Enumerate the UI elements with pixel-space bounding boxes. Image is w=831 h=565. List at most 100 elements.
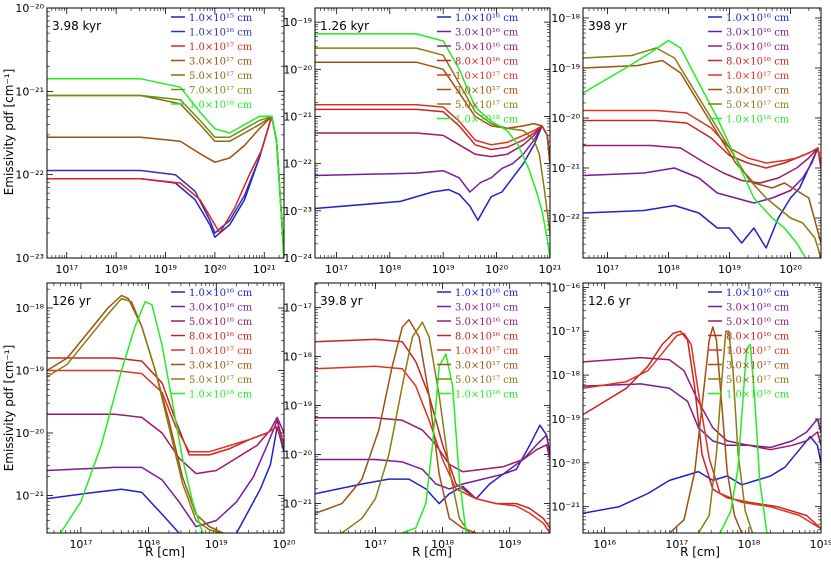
- y-tick-label: 10⁻²³: [15, 252, 44, 265]
- legend: 1.0×10¹⁶ cm 3.0×10¹⁶ cm 5.0×10¹⁶ cm 8.0×10¹…: [171, 288, 253, 401]
- y-tick-label: 10⁻²⁰: [551, 457, 580, 470]
- y-tick-label: 10⁻¹⁹: [551, 62, 580, 75]
- legend-label: 8.0×10¹⁶ cm: [189, 332, 253, 343]
- x-tick-label: 10¹⁷: [364, 538, 387, 551]
- x-tick-label: 10¹⁹: [810, 538, 831, 551]
- series-line-7: [341, 321, 471, 533]
- panel-title: 39.8 yr: [320, 294, 363, 308]
- x-axis-label-3: R [cm]: [680, 545, 720, 559]
- legend-label: 3.0×10¹⁷ cm: [455, 361, 519, 372]
- series-line-5: [583, 332, 821, 530]
- legend-label: 3.0×10¹⁶ cm: [455, 28, 519, 39]
- y-tick-label: 10⁻¹⁸: [15, 302, 44, 315]
- x-axis-label-2: R [cm]: [412, 545, 452, 559]
- y-tick-label: 10⁻²⁴: [283, 252, 312, 265]
- legend-label: 3.0×10¹⁷ cm: [455, 86, 519, 97]
- legend-label: 8.0×10¹⁶ cm: [455, 57, 519, 68]
- legend-label: 3.0×10¹⁷ cm: [726, 86, 790, 97]
- series-group: [47, 78, 284, 258]
- legend-label: 1.0×10¹⁸ cm: [455, 115, 519, 126]
- series-line-6: [315, 61, 550, 164]
- series-line-8: [315, 33, 550, 258]
- y-tick-label: 10⁻¹⁸: [551, 369, 580, 382]
- chart-panel-5: 10¹⁷ 10¹⁸ 10¹⁹ 10⁻²¹ 10⁻²⁰ 10⁻¹⁹ 10⁻¹⁸ 10⁻¹⁷ 39.…: [283, 282, 551, 551]
- x-axis-label-1: R [cm]: [145, 545, 185, 559]
- legend-label: 5.0×10¹⁶ cm: [455, 42, 519, 53]
- y-tick-label: 10⁻²²: [283, 158, 312, 171]
- legend: 1.0×10¹⁶ cm 3.0×10¹⁶ cm 5.0×10¹⁶ cm 8.0×10¹…: [437, 13, 519, 126]
- legend-label: 3.0×10¹⁷ cm: [189, 361, 253, 372]
- series-line-1: [47, 425, 284, 533]
- y-tick-label: 10⁻¹⁸: [551, 12, 580, 25]
- series-line-8: [719, 343, 768, 533]
- legend-label: 1.0×10¹⁸ cm: [455, 390, 519, 401]
- y-tick-label: 10⁻²⁰: [283, 63, 312, 76]
- legend-label: 1.0×10¹⁷ cm: [726, 346, 790, 357]
- panel-frame: [582, 7, 822, 259]
- series-line-7: [47, 297, 224, 533]
- y-tick-label: 10⁻¹⁹: [283, 16, 312, 29]
- series-line-6: [315, 319, 477, 533]
- legend-label: 1.0×10¹⁶ cm: [189, 288, 253, 299]
- y-tick-label: 10⁻²¹: [15, 85, 44, 98]
- x-tick-label: 10²⁰: [779, 263, 802, 276]
- legend-label: 1.0×10¹⁸ cm: [189, 100, 253, 111]
- series-line-3: [315, 417, 550, 473]
- series-group: [583, 326, 821, 533]
- legend-label: 1.0×10¹⁷ cm: [455, 71, 519, 82]
- y-tick-label: 10⁻²⁰: [551, 112, 580, 125]
- series-line-5: [47, 369, 284, 453]
- chart-panel-4: 10¹⁷ 10¹⁸ 10¹⁹ 10²⁰ 10⁻²¹ 10⁻²⁰ 10⁻¹⁹ 10⁻¹⁸ 126 …: [15, 282, 296, 551]
- y-tick-label: 10⁻²⁰: [283, 449, 312, 462]
- y-tick-label: 10⁻²¹: [283, 498, 312, 511]
- legend-label: 1.0×10¹⁸ cm: [726, 390, 790, 401]
- x-tick-label: 10¹⁹: [154, 263, 177, 276]
- legend-label: 1.0×10¹⁷ cm: [189, 346, 253, 357]
- y-tick-label: 10⁻²⁰: [15, 2, 44, 15]
- y-tick-label: 10⁻¹⁹: [283, 400, 312, 413]
- x-tick-label: 10¹⁸: [431, 538, 454, 551]
- series-line-1: [583, 147, 821, 249]
- series-line-3: [583, 356, 821, 451]
- y-tick-label: 10⁻²¹: [551, 501, 580, 514]
- legend-label: 5.0×10¹⁶ cm: [726, 317, 790, 328]
- legend-label: 1.0×10¹⁸ cm: [189, 390, 253, 401]
- legend-label: 3.0×10¹⁶ cm: [726, 28, 790, 39]
- x-tick-label: 10¹⁸: [105, 263, 128, 276]
- y-tick-label: 10⁻²¹: [15, 490, 44, 503]
- series-group: [583, 39, 821, 258]
- legend-label: 1.0×10¹⁶ cm: [726, 13, 790, 24]
- legend-label: 7.0×10¹⁷ cm: [189, 86, 253, 97]
- x-tick-label: 10¹⁸: [737, 538, 760, 551]
- panel-title: 1.26 kyr: [320, 19, 369, 33]
- x-tick-label: 10¹⁹: [432, 263, 455, 276]
- x-tick-label: 10²¹: [253, 263, 276, 276]
- chart-panel-6: 10¹⁶ 10¹⁷ 10¹⁸ 10¹⁹ 10⁻²¹ 10⁻²⁰ 10⁻¹⁹ 10⁻¹⁸ 10⁻¹…: [551, 281, 831, 551]
- y-tick-label: 10⁻¹⁸: [283, 351, 312, 364]
- y-tick-label: 10⁻²³: [283, 205, 312, 218]
- series-line-6: [668, 326, 743, 533]
- legend-label: 3.0×10¹⁶ cm: [455, 303, 519, 314]
- legend-label: 8.0×10¹⁶ cm: [726, 57, 790, 68]
- series-line-2: [315, 125, 550, 193]
- series-line-5: [583, 109, 821, 169]
- chart-panel-2: 10¹⁷ 10¹⁸ 10¹⁹ 10²⁰ 10²¹ 10⁻²⁴ 10⁻²³ 10⁻²² 10⁻²¹…: [283, 7, 561, 276]
- y-tick-label: 10⁻¹⁹: [15, 365, 44, 378]
- legend: 1.0×10¹⁶ cm 3.0×10¹⁶ cm 5.0×10¹⁶ cm 8.0×10¹…: [708, 288, 790, 401]
- y-tick-label: 10⁻¹⁷: [551, 325, 580, 338]
- y-tick-label: 10⁻¹⁶: [551, 281, 580, 294]
- y-tick-label: 10⁻²²: [15, 169, 44, 182]
- y-tick-label: 10⁻²¹: [551, 162, 580, 175]
- x-tick-label: 10¹⁶: [593, 538, 616, 551]
- legend-label: 1.0×10¹⁸ cm: [726, 115, 790, 126]
- legend-label: 3.0×10¹⁷ cm: [726, 361, 790, 372]
- legend-label: 5.0×10¹⁷ cm: [455, 375, 519, 386]
- legend-label: 5.0×10¹⁶ cm: [726, 42, 790, 53]
- chart-panel-1: 10¹⁷ 10¹⁸ 10¹⁹ 10²⁰ 10²¹ 10⁻²³ 10⁻²² 10⁻²¹ 10⁻²⁰…: [15, 2, 285, 276]
- x-tick-label: 10¹⁸: [657, 263, 680, 276]
- legend-label: 5.0×10¹⁷ cm: [189, 375, 253, 386]
- legend: 1.0×10¹⁶ cm 3.0×10¹⁶ cm 5.0×10¹⁶ cm 8.0×10¹…: [437, 288, 519, 401]
- series-group: [47, 294, 284, 533]
- series-line-6: [583, 59, 821, 244]
